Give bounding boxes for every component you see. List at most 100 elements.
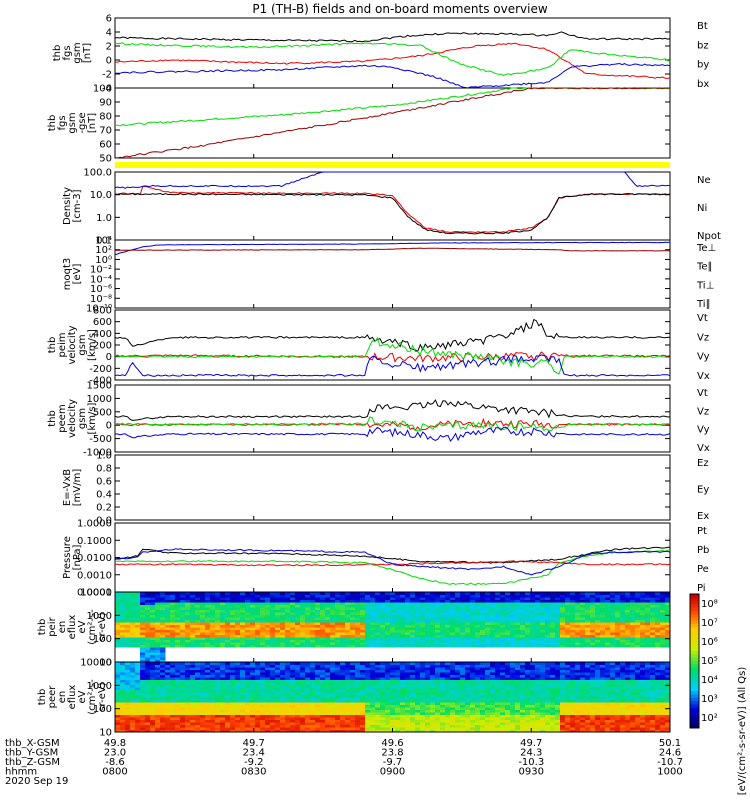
spectrogram-cell bbox=[250, 692, 256, 695]
spectrogram-cell bbox=[415, 644, 421, 648]
spectrogram-cell bbox=[640, 632, 646, 635]
spectrogram-cell bbox=[660, 634, 666, 638]
spectrogram-cell bbox=[340, 624, 346, 628]
spectrogram-cell bbox=[400, 702, 406, 705]
spectrogram-cell bbox=[285, 689, 291, 693]
spectrogram-cell bbox=[270, 664, 276, 668]
spectrogram-cell bbox=[385, 662, 391, 665]
spectrogram-cell bbox=[160, 652, 166, 655]
spectrogram-cell bbox=[155, 652, 161, 655]
spectrogram-cell bbox=[160, 654, 166, 658]
spectrogram-cell bbox=[295, 692, 301, 695]
spectrogram-cell bbox=[500, 699, 506, 703]
spectrogram-cell bbox=[235, 664, 241, 668]
spectrogram-cell bbox=[130, 604, 136, 608]
spectrogram-cell bbox=[590, 594, 596, 598]
spectrogram-cell bbox=[550, 594, 556, 598]
spectrogram-cell bbox=[270, 602, 276, 605]
spectrogram-cell bbox=[575, 597, 581, 600]
spectrogram-cell bbox=[390, 682, 396, 685]
legend-mom-temp-3: Ti∥ bbox=[696, 299, 711, 310]
spectrogram-cell bbox=[550, 604, 556, 608]
spectrogram-cell bbox=[470, 702, 476, 705]
spectrogram-cell bbox=[580, 622, 586, 625]
spectrogram-cell bbox=[350, 729, 356, 733]
spectrogram-cell bbox=[150, 674, 156, 678]
spectrogram-cell bbox=[665, 592, 671, 595]
spectrogram-cell bbox=[295, 709, 301, 713]
spectrogram-cell bbox=[285, 692, 291, 695]
spectrogram-cell bbox=[410, 682, 416, 685]
spectrogram-cell bbox=[245, 724, 251, 728]
spectrogram-cell bbox=[575, 609, 581, 613]
spectrogram-cell bbox=[445, 689, 451, 693]
spectrogram-cell bbox=[490, 592, 496, 595]
spectrogram-cell bbox=[170, 682, 176, 685]
spectrogram-cell bbox=[355, 642, 361, 645]
series-peim-2 bbox=[114, 336, 670, 375]
spectrogram-cell bbox=[295, 719, 301, 723]
spectrogram-cell bbox=[280, 707, 286, 710]
spectrogram-cell bbox=[340, 599, 346, 603]
spectrogram-cell bbox=[345, 722, 351, 725]
spectrogram-cell bbox=[190, 592, 196, 595]
ylabel-line: gsm bbox=[67, 112, 78, 133]
spectrogram-cell bbox=[480, 727, 486, 730]
spectrogram-cell bbox=[285, 719, 291, 723]
spectrogram-cell bbox=[480, 629, 486, 633]
ytick-label: 90 bbox=[99, 98, 112, 109]
spectrogram-cell bbox=[460, 609, 466, 613]
spectrogram-cell bbox=[125, 599, 131, 603]
spectrogram-cell bbox=[205, 719, 211, 723]
spectrogram-cell bbox=[515, 622, 521, 625]
spectrogram-cell bbox=[610, 612, 616, 615]
ytick-label: 10² bbox=[95, 245, 112, 256]
spectrogram-cell bbox=[445, 662, 451, 665]
spectrogram-cell bbox=[415, 709, 421, 713]
spectrogram-cell bbox=[415, 707, 421, 710]
spectrogram-cell bbox=[315, 682, 321, 685]
spectrogram-cell bbox=[440, 709, 446, 713]
spectrogram-cell bbox=[485, 702, 491, 705]
spectrogram-cell bbox=[455, 714, 461, 718]
spectrogram-cell bbox=[490, 639, 496, 643]
spectrogram-cell bbox=[190, 619, 196, 623]
spectrogram-cell bbox=[610, 632, 616, 635]
spectrogram-cell bbox=[450, 677, 456, 680]
spectrogram-cell bbox=[245, 684, 251, 688]
spectrogram-cell bbox=[190, 719, 196, 723]
spectrogram-cell bbox=[395, 677, 401, 680]
spectrogram-cell bbox=[115, 709, 121, 713]
spectrogram-cell bbox=[375, 629, 381, 633]
spectrogram-cell bbox=[470, 687, 476, 690]
spectrogram-cell bbox=[255, 592, 261, 595]
spectrogram-cell bbox=[540, 624, 546, 628]
spectrogram-cell bbox=[485, 617, 491, 620]
spectrogram-cell bbox=[240, 674, 246, 678]
spectrogram-cell bbox=[205, 717, 211, 720]
spectrogram-cell bbox=[500, 634, 506, 638]
spectrogram-cell bbox=[295, 624, 301, 628]
ytick-label: 600 bbox=[93, 317, 112, 328]
spectrogram-cell bbox=[455, 642, 461, 645]
spectrogram-cell bbox=[425, 617, 431, 620]
spectrogram-cell bbox=[150, 659, 156, 663]
spectrogram-cell bbox=[240, 624, 246, 628]
spectrogram-cell bbox=[165, 604, 171, 608]
spectrogram-cell bbox=[280, 632, 286, 635]
spectrogram-cell bbox=[480, 722, 486, 725]
spectrogram-cell bbox=[460, 714, 466, 718]
spectrogram-cell bbox=[280, 629, 286, 633]
spectrogram-cell bbox=[200, 627, 206, 630]
spectrogram-cell bbox=[160, 679, 166, 683]
spectrogram-cell bbox=[490, 617, 496, 620]
spectrogram-cell bbox=[375, 644, 381, 648]
spectrogram-cell bbox=[310, 664, 316, 668]
spectrogram-cell bbox=[455, 694, 461, 698]
spectrogram-cell bbox=[475, 674, 481, 678]
spectrogram-cell bbox=[385, 689, 391, 693]
spectrogram-cell bbox=[285, 662, 291, 665]
spectrogram-cell bbox=[310, 607, 316, 610]
spectrogram-cell bbox=[455, 629, 461, 633]
spectrogram-cell bbox=[580, 614, 586, 618]
